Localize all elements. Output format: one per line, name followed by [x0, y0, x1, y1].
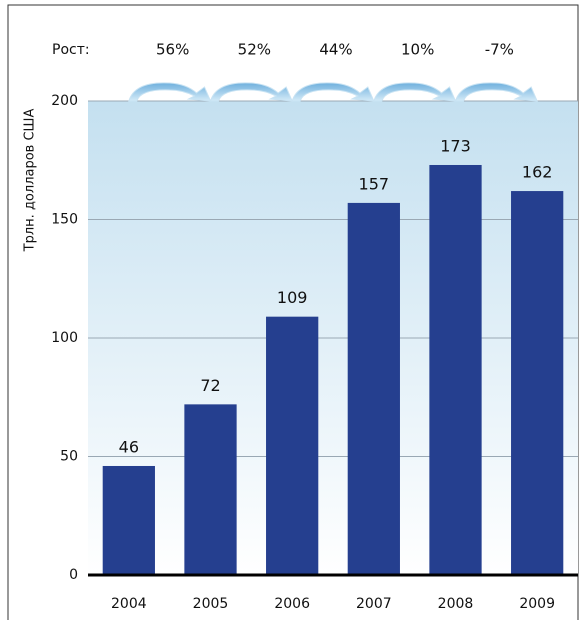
x-tick-label: 2004	[111, 596, 147, 612]
data-label: 157	[359, 174, 390, 193]
x-tick-label: 2008	[438, 596, 474, 612]
y-tick-label: 150	[51, 212, 78, 228]
data-label: 173	[440, 136, 471, 155]
growth-label: Рост:	[52, 42, 90, 58]
x-tick-label: 2009	[519, 596, 555, 612]
growth-value: 52%	[238, 41, 271, 59]
growth-arrow	[128, 82, 212, 102]
bar	[102, 465, 155, 575]
bar	[511, 191, 564, 575]
bar	[347, 202, 400, 575]
growth-value: -7%	[485, 41, 514, 59]
bar	[429, 164, 482, 576]
data-label: 109	[277, 288, 308, 307]
growth-arrow	[373, 82, 457, 102]
x-tick-label: 2007	[356, 596, 392, 612]
growth-arrow	[291, 82, 375, 102]
x-tick-label: 2005	[193, 596, 229, 612]
growth-arrow	[209, 82, 293, 102]
growth-value: 10%	[401, 41, 434, 59]
data-label: 72	[200, 376, 220, 395]
growth-arrow	[454, 82, 538, 102]
data-label: 46	[119, 437, 139, 456]
y-tick-label: 0	[69, 567, 78, 583]
growth-value: 44%	[319, 41, 352, 59]
x-tick-label: 2006	[274, 596, 310, 612]
y-tick-label: 100	[51, 330, 78, 346]
y-tick-label: 200	[51, 93, 78, 109]
y-tick-label: 50	[60, 449, 78, 465]
data-label: 162	[522, 163, 553, 182]
bar	[184, 404, 237, 575]
bar	[266, 316, 319, 575]
growth-value: 56%	[156, 41, 189, 59]
y-axis-label: Трлн. долларов США	[23, 109, 38, 253]
